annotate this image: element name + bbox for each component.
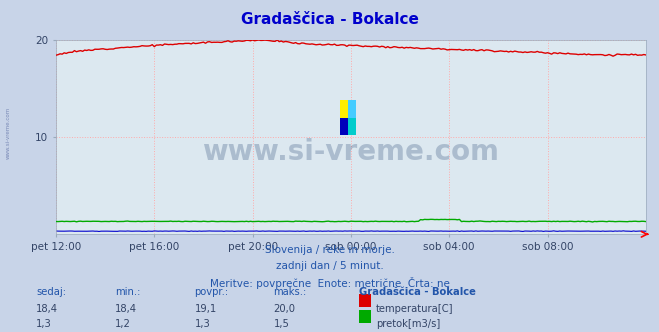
Text: 19,1: 19,1 — [194, 304, 217, 314]
Text: temperatura[C]: temperatura[C] — [376, 304, 453, 314]
Text: Gradaščica - Bokalce: Gradaščica - Bokalce — [241, 12, 418, 27]
Text: 1,2: 1,2 — [115, 319, 131, 329]
Text: 18,4: 18,4 — [115, 304, 137, 314]
Text: zadnji dan / 5 minut.: zadnji dan / 5 minut. — [275, 261, 384, 271]
Text: 1,5: 1,5 — [273, 319, 289, 329]
Text: maks.:: maks.: — [273, 287, 306, 297]
Text: min.:: min.: — [115, 287, 141, 297]
Text: 18,4: 18,4 — [36, 304, 58, 314]
Text: 1,3: 1,3 — [194, 319, 210, 329]
Text: sedaj:: sedaj: — [36, 287, 67, 297]
Text: povpr.:: povpr.: — [194, 287, 229, 297]
Text: Gradaščica - Bokalce: Gradaščica - Bokalce — [359, 287, 476, 297]
Text: www.si-vreme.com: www.si-vreme.com — [202, 138, 500, 166]
Text: 20,0: 20,0 — [273, 304, 295, 314]
Text: Meritve: povprečne  Enote: metrične  Črta: ne: Meritve: povprečne Enote: metrične Črta:… — [210, 277, 449, 289]
Text: Slovenija / reke in morje.: Slovenija / reke in morje. — [264, 245, 395, 255]
Text: 1,3: 1,3 — [36, 319, 52, 329]
Text: www.si-vreme.com: www.si-vreme.com — [5, 107, 11, 159]
Text: pretok[m3/s]: pretok[m3/s] — [376, 319, 440, 329]
